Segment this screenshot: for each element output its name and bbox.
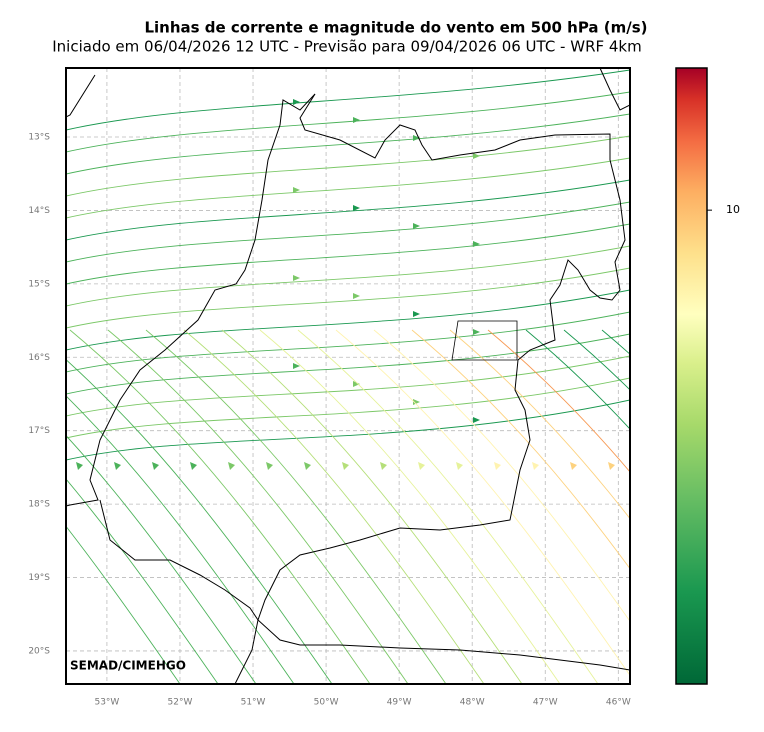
arrow bbox=[473, 417, 480, 423]
arrow bbox=[413, 399, 420, 405]
streamline bbox=[66, 333, 630, 395]
streamline bbox=[563, 329, 630, 391]
streamline bbox=[66, 434, 257, 684]
streamline bbox=[66, 223, 630, 285]
arrow bbox=[413, 135, 420, 141]
arrow bbox=[532, 462, 539, 470]
y-tick-label: 16°S bbox=[28, 353, 50, 363]
streamline bbox=[66, 245, 630, 307]
arrow bbox=[413, 311, 420, 317]
arrow bbox=[353, 117, 360, 123]
arrow bbox=[473, 153, 480, 159]
arrow bbox=[293, 187, 300, 193]
streamline bbox=[335, 329, 630, 677]
colorbar-tick-label: 10 bbox=[726, 203, 740, 216]
x-tick-label: 46°W bbox=[606, 698, 631, 708]
x-tick-label: 51°W bbox=[241, 698, 266, 708]
arrow bbox=[266, 462, 273, 470]
y-tick-label: 17°S bbox=[28, 426, 50, 436]
arrow bbox=[190, 462, 197, 470]
streamline bbox=[66, 395, 295, 684]
arrow bbox=[456, 462, 463, 470]
streamline bbox=[66, 377, 630, 439]
streamlines bbox=[38, 69, 764, 684]
arrow bbox=[76, 462, 83, 470]
x-tick-label: 50°W bbox=[314, 698, 339, 708]
streamline bbox=[66, 267, 630, 329]
streamline bbox=[66, 135, 630, 197]
streamline bbox=[487, 329, 630, 473]
x-tick-label: 52°W bbox=[168, 698, 193, 708]
streamline bbox=[66, 201, 630, 263]
streamline bbox=[66, 399, 630, 461]
arrow bbox=[760, 462, 764, 470]
arrow bbox=[353, 381, 360, 387]
streamline bbox=[66, 69, 630, 131]
x-tick-label: 47°W bbox=[533, 698, 558, 708]
streamline bbox=[373, 329, 630, 623]
y-tick-label: 18°S bbox=[28, 500, 50, 510]
colorbar bbox=[675, 67, 708, 685]
streamline bbox=[66, 179, 630, 241]
arrow bbox=[570, 462, 577, 470]
arrow bbox=[418, 462, 425, 470]
streamline bbox=[221, 329, 523, 684]
grid: 53°W 52°W 51°W 50°W 49°W 48°W 47°W 46°W 13°S 14°S… bbox=[28, 68, 631, 708]
arrow bbox=[228, 462, 235, 470]
title: Linhas de corrente e magnitude do vento … bbox=[144, 19, 647, 37]
streamline bbox=[69, 329, 371, 684]
arrow bbox=[293, 99, 300, 105]
streamline bbox=[183, 329, 485, 684]
arrow bbox=[413, 223, 420, 229]
streamline bbox=[66, 311, 630, 373]
credit: SEMAD/CIMEHGO bbox=[70, 659, 186, 673]
y-tick-label: 15°S bbox=[28, 279, 50, 289]
y-tick-label: 14°S bbox=[28, 206, 50, 216]
streamline bbox=[66, 478, 219, 684]
x-tick-label: 53°W bbox=[94, 698, 119, 708]
arrow bbox=[353, 293, 360, 299]
subtitle: Iniciado em 06/04/2026 12 UTC - Previsão… bbox=[52, 38, 641, 56]
streamline bbox=[66, 157, 630, 219]
x-tick-label: 48°W bbox=[460, 698, 485, 708]
streamline bbox=[525, 329, 630, 430]
map-frame bbox=[65, 67, 631, 685]
y-tick-label: 13°S bbox=[28, 133, 50, 143]
streamline bbox=[107, 329, 409, 684]
streamline bbox=[66, 113, 630, 175]
streamline bbox=[449, 329, 630, 520]
arrow bbox=[293, 363, 300, 369]
streamline bbox=[259, 329, 561, 684]
borders bbox=[66, 68, 630, 684]
arrow bbox=[152, 462, 159, 470]
arrow bbox=[473, 241, 480, 247]
arrow bbox=[722, 462, 729, 470]
arrow bbox=[114, 462, 121, 470]
streamline bbox=[411, 329, 630, 570]
arrow bbox=[646, 462, 653, 470]
x-tick-label: 49°W bbox=[387, 698, 412, 708]
streamline bbox=[66, 525, 181, 684]
arrow bbox=[293, 275, 300, 281]
arrow bbox=[38, 462, 45, 470]
streamline bbox=[297, 329, 599, 684]
streamline bbox=[66, 91, 630, 153]
y-tick-label: 20°S bbox=[28, 646, 50, 656]
arrow bbox=[608, 462, 615, 470]
colorbar-ticks: 10 bbox=[707, 203, 740, 216]
streamline bbox=[145, 329, 447, 684]
arrow bbox=[380, 462, 387, 470]
streamline bbox=[66, 289, 630, 351]
arrow bbox=[473, 329, 480, 335]
arrow bbox=[494, 462, 501, 470]
streamline bbox=[66, 358, 333, 684]
arrow bbox=[304, 462, 311, 470]
y-tick-label: 19°S bbox=[28, 573, 50, 583]
arrow bbox=[342, 462, 349, 470]
arrow bbox=[353, 205, 360, 211]
